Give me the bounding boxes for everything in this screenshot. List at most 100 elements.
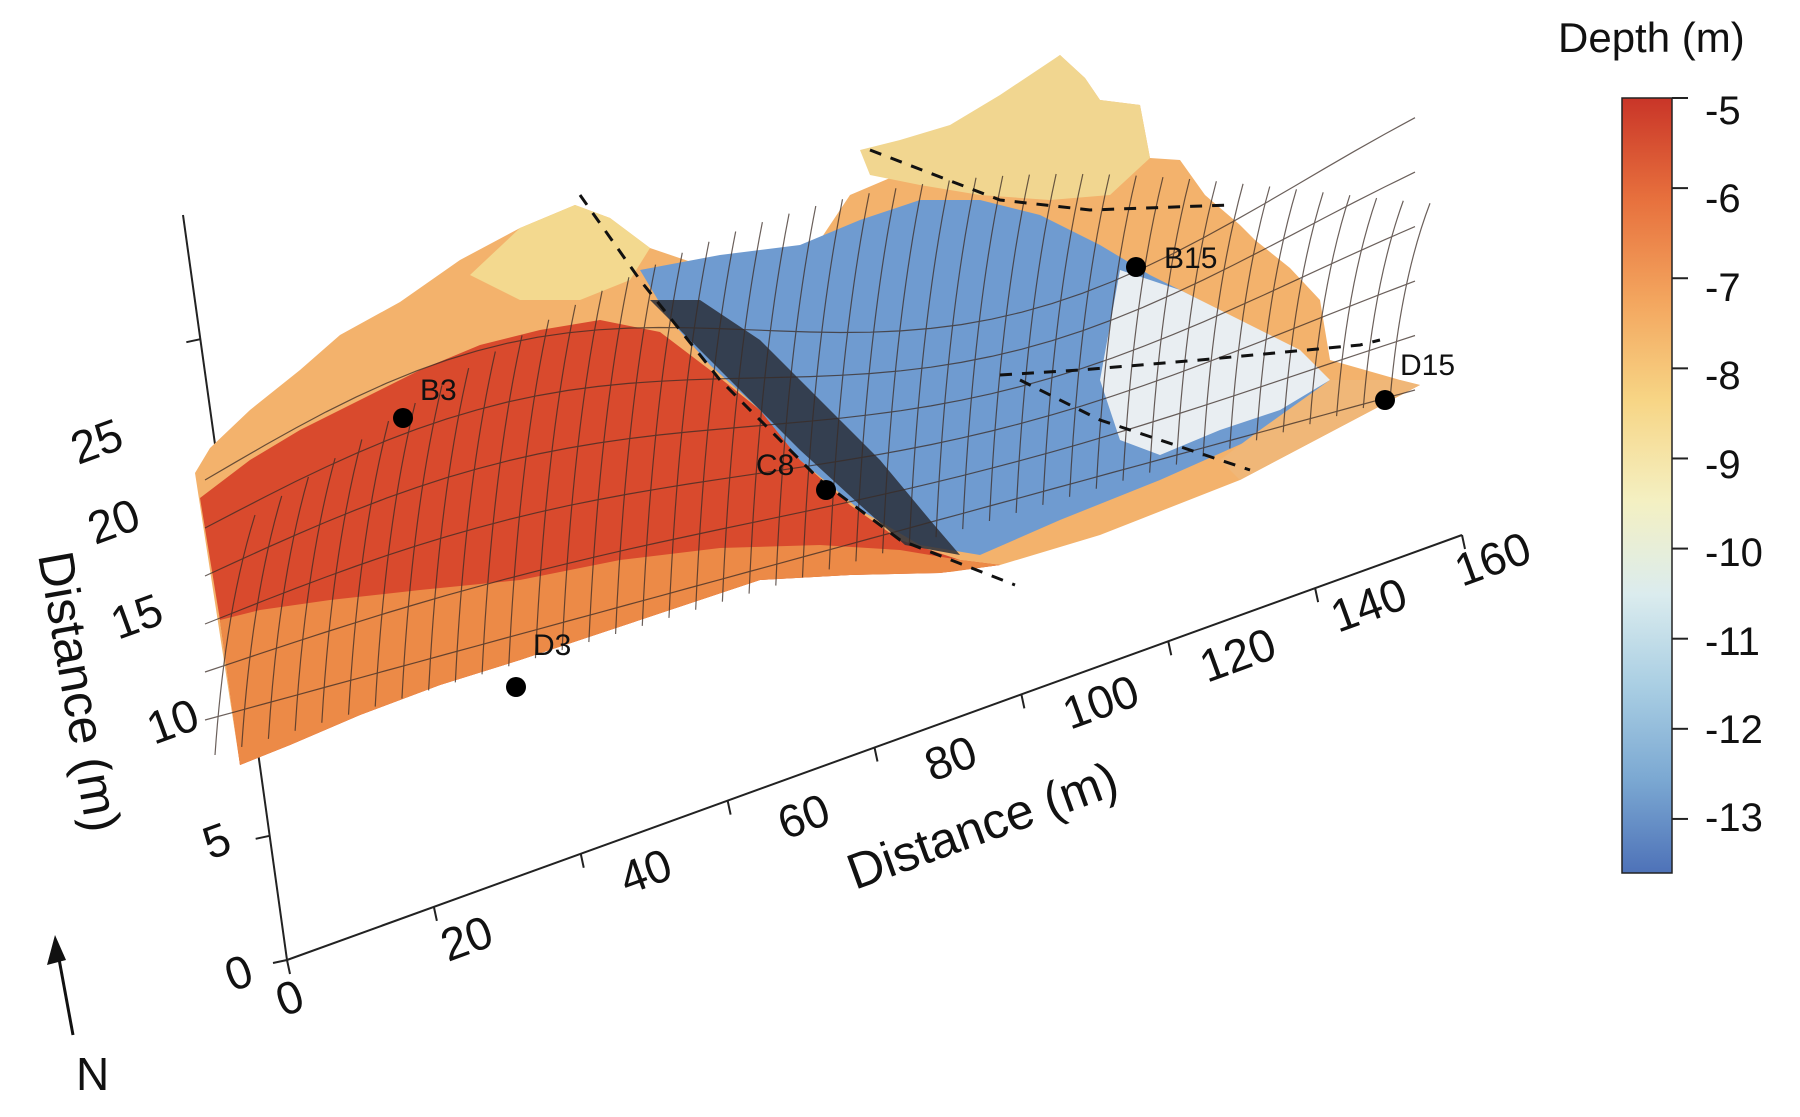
mesh-line <box>267 476 309 739</box>
point-b3-label: B3 <box>420 374 457 407</box>
mesh-line <box>1309 195 1351 425</box>
point-b15-label: B15 <box>1164 242 1217 275</box>
mesh-line <box>1255 189 1298 441</box>
north-arrow-head <box>47 935 66 965</box>
mesh-line <box>721 222 763 602</box>
dashed-line-right <box>1019 378 1251 472</box>
north-arrow: N <box>47 935 109 1100</box>
mesh-line <box>374 402 416 707</box>
mesh-line <box>1362 200 1404 409</box>
mesh-line <box>321 439 363 723</box>
y-tick-25: 25 <box>64 408 130 474</box>
north-label: N <box>76 1048 109 1100</box>
x-tick-mark <box>432 906 438 922</box>
y-tick-mark <box>272 959 288 964</box>
mesh-line <box>1068 174 1111 497</box>
colorbar-tick-m10: -10 <box>1705 531 1763 575</box>
mesh-line <box>204 334 1416 673</box>
colorbar: Depth (m) -5 -6 -7 -8 -9 -10 -11 -12 -13 <box>1558 14 1763 874</box>
mesh-line <box>534 304 577 659</box>
surface-dark-fold <box>650 300 960 555</box>
x-tick-mark <box>873 747 879 762</box>
x-tick-mark <box>286 959 291 975</box>
point-c8-marker <box>816 480 836 500</box>
colorbar-tick-m9: -9 <box>1705 443 1741 487</box>
x-tick-40: 40 <box>613 838 679 904</box>
colorbar-tick-m5: -5 <box>1705 89 1741 133</box>
mesh-line <box>241 495 283 747</box>
x-tick-80: 80 <box>918 725 984 791</box>
colorbar-tick-m11: -11 <box>1705 620 1760 664</box>
dashed-line-fold <box>578 194 1016 587</box>
x-tick-mark <box>1020 694 1026 709</box>
y-tick-mark <box>186 338 201 344</box>
point-b15-marker <box>1126 257 1146 277</box>
colorbar-title: Depth (m) <box>1558 14 1745 61</box>
surface-orange-ramp <box>220 545 1000 765</box>
mesh-line <box>1122 176 1164 481</box>
surface-light-band <box>1100 270 1330 455</box>
x-tick-mark <box>1461 534 1466 550</box>
x-tick-0: 0 <box>269 969 311 1027</box>
y-tick-10: 10 <box>140 688 206 754</box>
x-tick-marks <box>286 534 1466 975</box>
dashed-lines <box>578 148 1381 587</box>
surface-yellow-crest <box>470 205 650 300</box>
dashed-line-upper <box>869 148 1231 212</box>
y-tick-mark <box>255 834 270 840</box>
colorbar-bar <box>1621 97 1673 874</box>
mesh-line <box>508 319 550 667</box>
point-d3-marker <box>506 677 526 697</box>
point-c8-label: C8 <box>756 449 794 482</box>
depth-surface <box>195 55 1431 765</box>
mesh-line <box>454 351 496 683</box>
x-tick-mark <box>726 800 732 815</box>
x-tick-140: 140 <box>1324 567 1414 642</box>
mesh-line <box>695 231 737 610</box>
mesh-line <box>204 389 1416 721</box>
x-tick-mark <box>1167 641 1173 656</box>
mesh-line <box>855 188 897 562</box>
colorbar-tick-m12: -12 <box>1705 708 1763 752</box>
point-d15-marker <box>1375 390 1395 410</box>
point-d15-label: D15 <box>1400 349 1455 382</box>
mesh-line <box>401 385 443 699</box>
mesh-line <box>1175 181 1217 465</box>
colorbar-tick-m7: -7 <box>1705 266 1741 310</box>
point-d3-label: D3 <box>533 629 571 662</box>
data-points: B3 D3 C8 B15 D15 <box>393 242 1455 697</box>
mesh-line <box>214 514 256 756</box>
mesh-line <box>614 264 657 635</box>
y-tick-0: 0 <box>218 944 260 1002</box>
x-tick-20: 20 <box>434 905 500 971</box>
mesh-line <box>801 199 844 578</box>
mesh-line <box>204 226 1416 577</box>
mesh-line <box>428 368 470 691</box>
point-b3-marker <box>393 408 413 428</box>
mesh-line <box>1389 203 1431 401</box>
x-tick-mark <box>1314 587 1320 603</box>
mesh-line <box>204 117 1416 481</box>
mesh-line <box>294 457 336 731</box>
mesh-line <box>1149 178 1191 473</box>
x-tick-60: 60 <box>771 783 837 849</box>
dashed-line-mid <box>999 338 1381 377</box>
mesh-line <box>204 171 1416 529</box>
mesh-line <box>641 252 683 626</box>
mesh-line <box>1229 186 1271 449</box>
y-tick-20: 20 <box>81 488 147 554</box>
north-arrow-shaft <box>55 947 75 1036</box>
x-tick-mark <box>579 853 585 868</box>
x-tick-160: 160 <box>1448 521 1538 596</box>
mesh-line <box>204 280 1416 625</box>
surface-yellow-edge <box>1220 380 1420 480</box>
y-axis-title: Distance (m) <box>27 547 131 836</box>
mesh-line <box>668 241 710 618</box>
surface-mesh <box>204 117 1431 756</box>
mesh-line <box>1335 197 1378 417</box>
colorbar-tick-m6: -6 <box>1705 177 1741 221</box>
mesh-line <box>882 183 924 554</box>
mesh-line <box>748 213 790 594</box>
mesh-line <box>1282 192 1324 433</box>
